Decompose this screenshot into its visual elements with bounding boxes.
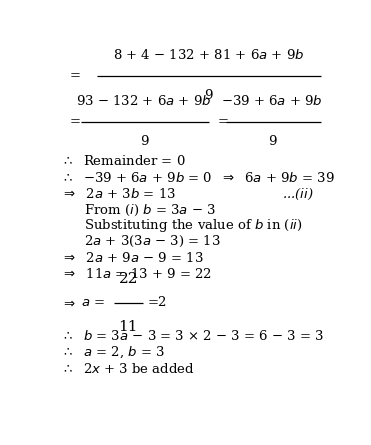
Text: $\therefore$  $a$ = 2, $b$ = 3: $\therefore$ $a$ = 2, $b$ = 3 xyxy=(61,345,165,360)
Text: 22: 22 xyxy=(119,272,138,286)
Text: 93 − 132 + 6$a$ + 9$b$: 93 − 132 + 6$a$ + 9$b$ xyxy=(76,94,212,108)
Text: $\Rightarrow$  11$a$ = 13 + 9 = 22: $\Rightarrow$ 11$a$ = 13 + 9 = 22 xyxy=(61,267,212,281)
Text: $\Rightarrow$  2$a$ + 3$b$ = 13: $\Rightarrow$ 2$a$ + 3$b$ = 13 xyxy=(61,187,176,201)
Text: 2: 2 xyxy=(157,296,165,309)
Text: $\Rightarrow$: $\Rightarrow$ xyxy=(61,296,76,309)
Text: =: = xyxy=(69,69,81,82)
Text: =: = xyxy=(148,296,158,309)
Text: $\Rightarrow$  2$a$ + 9$a$ − 9 = 13: $\Rightarrow$ 2$a$ + 9$a$ − 9 = 13 xyxy=(61,251,203,265)
Text: 8 + 4 − 132 + 81 + 6$a$ + 9$b$: 8 + 4 − 132 + 81 + 6$a$ + 9$b$ xyxy=(113,48,305,62)
Text: 2$a$ + 3(3$a$ − 3) = 13: 2$a$ + 3(3$a$ − 3) = 13 xyxy=(84,234,220,249)
Text: =: = xyxy=(69,115,81,129)
Text: $\therefore$  Remainder = 0: $\therefore$ Remainder = 0 xyxy=(61,154,186,168)
Text: 11: 11 xyxy=(119,320,138,334)
Text: $\therefore$  $b$ = 3$a$ − 3 = 3 × 2 − 3 = 6 − 3 = 3: $\therefore$ $b$ = 3$a$ − 3 = 3 × 2 − 3 … xyxy=(61,329,324,343)
Text: 9: 9 xyxy=(204,89,213,102)
Text: ...($ii$): ...($ii$) xyxy=(282,187,314,202)
Text: 9: 9 xyxy=(140,135,148,148)
Text: $a$ =: $a$ = xyxy=(81,296,105,309)
Text: $\therefore$  −39 + 6$a$ + 9$b$ = 0  $\Rightarrow$  6$a$ + 9$b$ = 39: $\therefore$ −39 + 6$a$ + 9$b$ = 0 $\Rig… xyxy=(61,171,335,185)
Text: Substituting the value of $b$ in ($ii$): Substituting the value of $b$ in ($ii$) xyxy=(84,217,302,234)
Text: 9: 9 xyxy=(268,135,276,148)
Text: =: = xyxy=(217,115,229,129)
Text: $\therefore$  2$x$ + 3 be added: $\therefore$ 2$x$ + 3 be added xyxy=(61,362,194,376)
Text: From ($i$) $b$ = 3$a$ − 3: From ($i$) $b$ = 3$a$ − 3 xyxy=(84,202,216,218)
Text: −39 + 6$a$ + 9$b$: −39 + 6$a$ + 9$b$ xyxy=(221,94,323,108)
